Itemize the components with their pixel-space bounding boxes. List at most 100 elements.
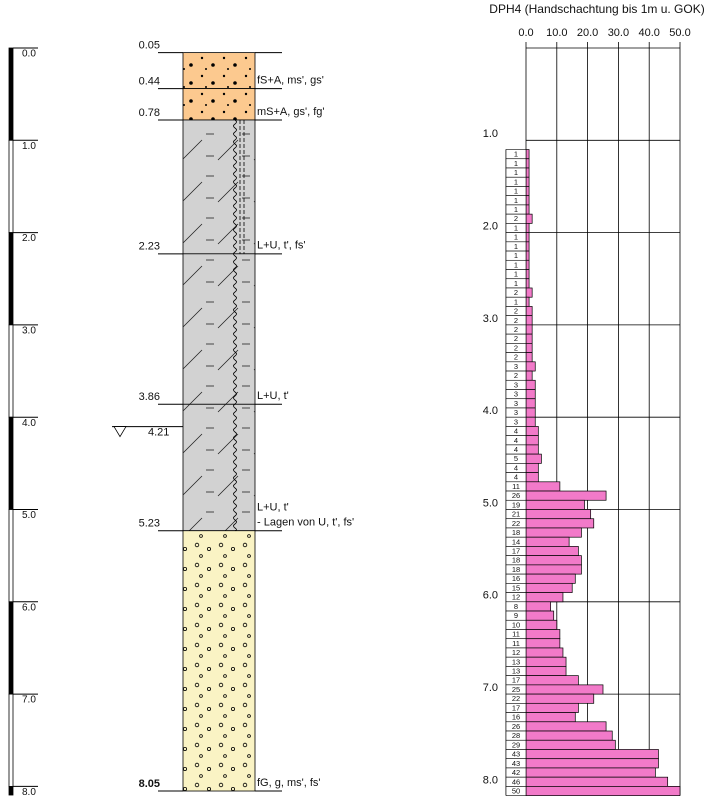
layer-depth: 3.86 [139, 391, 160, 403]
blow-count-bar [525, 361, 536, 372]
blow-count-bar [525, 656, 567, 667]
blow-count-label: 2 [514, 288, 518, 297]
blow-count-bar [525, 463, 539, 473]
blow-count-label: 50 [512, 786, 520, 795]
blow-count-label: 11 [512, 630, 520, 639]
scale-label: 0.0 [22, 49, 36, 60]
blow-count-label: 3 [514, 390, 518, 399]
blow-count-bar [525, 195, 530, 206]
blow-count-bar [525, 352, 533, 363]
blow-count-bar [525, 582, 573, 593]
blow-count-label: 4 [514, 427, 518, 436]
blow-count-label: 16 [512, 713, 520, 722]
blow-count-bar [525, 675, 579, 686]
blow-count-bar [525, 176, 530, 187]
layer-depth: 0.44 [139, 76, 160, 88]
blow-count-label: 1 [514, 187, 518, 196]
blow-count-bar [525, 379, 536, 390]
blow-count-label: 12 [512, 648, 520, 657]
blow-count-label: 5 [514, 454, 518, 463]
blow-count-label: 12 [512, 593, 520, 602]
bottom-depth: 8.05 [139, 778, 160, 790]
blow-count-label: 46 [512, 777, 520, 786]
blow-count-bar [525, 213, 533, 224]
blow-count-bar [525, 333, 533, 344]
blow-count-bar [525, 407, 536, 418]
blow-count-bar [525, 287, 533, 298]
scale-segment [8, 232, 14, 326]
blow-count-bar [525, 278, 530, 289]
x-tick-label: 0.0 [518, 27, 533, 39]
chart-title: DPH4 (Handschachtung bis 1m u. GOK) [489, 2, 704, 16]
blow-count-label: 2 [514, 334, 518, 343]
scale-segment [8, 601, 14, 695]
blow-count-label: 21 [512, 510, 520, 519]
blow-count-label: 11 [512, 639, 520, 648]
layer-pattern [183, 253, 255, 405]
blow-count-label: 1 [514, 159, 518, 168]
blow-count-label: 1 [514, 196, 518, 205]
blow-count-bar [525, 250, 530, 261]
layer-description: fG, g, ms', fs' [257, 777, 321, 789]
layer-pattern [183, 404, 255, 531]
blow-count-bar [525, 149, 530, 160]
blow-count-label: 22 [512, 694, 520, 703]
blow-count-bar [525, 389, 536, 400]
x-tick-label: 10.0 [546, 27, 567, 39]
blow-count-bar [525, 343, 533, 353]
blow-count-bar [525, 204, 530, 215]
blow-count-label: 4 [514, 445, 518, 454]
blow-count-label: 9 [514, 611, 518, 620]
blow-count-bar [525, 564, 582, 575]
blow-count-bar [525, 629, 561, 640]
x-tick-label: 30.0 [608, 27, 629, 39]
blow-count-label: 1 [514, 233, 518, 242]
y-tick-label: 8.0 [483, 774, 498, 786]
layer-description: mS+A, gs', fg' [257, 106, 324, 118]
scale-label: 8.0 [22, 787, 36, 798]
blow-count-label: 1 [514, 242, 518, 251]
blow-count-bar [525, 739, 616, 750]
layer-pattern [183, 119, 255, 254]
blow-count-bar [525, 296, 530, 307]
blow-count-label: 2 [514, 214, 518, 223]
blow-count-bar [525, 693, 595, 704]
consistency-wave [233, 119, 237, 532]
blow-count-label: 13 [512, 667, 520, 676]
y-tick-label: 6.0 [483, 590, 498, 602]
blow-count-label: 10 [512, 620, 520, 629]
layer-depth: 0.78 [139, 107, 160, 119]
blow-count-bar [525, 315, 533, 326]
blow-count-bar [525, 546, 579, 556]
scale-segment [8, 786, 14, 796]
blow-count-bar [525, 259, 530, 270]
blow-count-label: 1 [514, 297, 518, 306]
blow-count-label: 2 [514, 343, 518, 352]
blow-count-bar [525, 232, 530, 243]
blow-count-bar [525, 472, 539, 483]
blow-count-bar [525, 481, 561, 492]
blow-count-label: 17 [512, 676, 520, 685]
layer-pattern [183, 530, 255, 792]
scale-label: 6.0 [22, 602, 36, 613]
blow-count-bar [525, 186, 530, 197]
blow-count-bar [525, 223, 530, 233]
blow-count-bar [525, 619, 558, 630]
blow-count-bar [525, 499, 585, 510]
blow-count-bar [525, 684, 604, 695]
blow-count-label: 3 [514, 399, 518, 408]
blow-count-label: 4 [514, 463, 518, 472]
blow-count-label: 3 [514, 408, 518, 417]
x-tick-label: 40.0 [638, 27, 659, 39]
blow-count-label: 8 [514, 602, 518, 611]
blow-count-label: 2 [514, 353, 518, 362]
blow-count-bar [525, 158, 530, 169]
layer-pattern [183, 88, 255, 120]
blow-count-bar [525, 435, 539, 446]
blow-count-bar [525, 758, 659, 769]
blow-count-label: 1 [514, 223, 518, 232]
blow-count-label: 13 [512, 657, 520, 666]
blow-count-label: 25 [512, 685, 520, 694]
blow-count-label: 1 [514, 150, 518, 159]
scale-label: 7.0 [22, 695, 36, 706]
